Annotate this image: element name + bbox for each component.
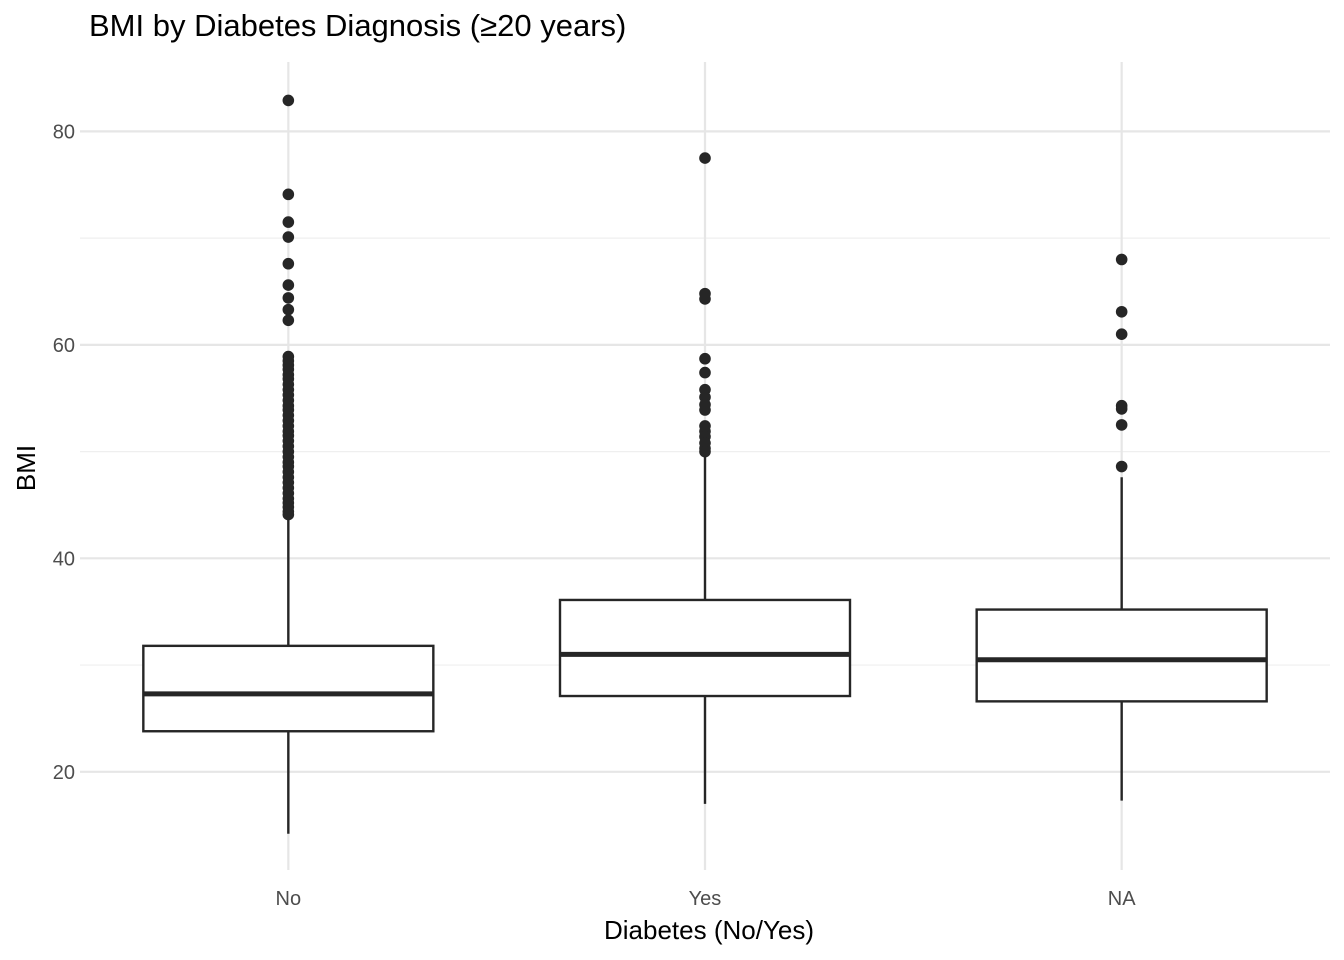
outlier-point: [282, 314, 295, 327]
outlier-point: [282, 188, 295, 201]
outlier-point: [282, 303, 295, 316]
outlier-point: [282, 292, 295, 304]
outlier-point: [699, 352, 711, 365]
y-tick-label: 80: [53, 121, 75, 143]
box-group-no: [142, 94, 435, 834]
outlier-point: [282, 231, 295, 243]
x-tick-label: No: [276, 888, 302, 910]
outlier-point: [699, 445, 711, 458]
box-group-yes: [558, 152, 852, 804]
outlier-point: [699, 293, 711, 305]
outlier-point: [1115, 253, 1128, 266]
y-tick-label: 60: [53, 335, 75, 357]
outlier-point: [282, 279, 295, 291]
iqr-box: [142, 644, 435, 733]
boxplot-layer: [142, 94, 1268, 834]
chart-title: BMI by Diabetes Diagnosis (≥20 years): [89, 8, 627, 43]
iqr-box: [975, 608, 1268, 703]
y-tick-label: 40: [53, 548, 75, 570]
x-tick-labels: No Yes NA: [276, 888, 1137, 910]
outlier-point: [282, 257, 295, 270]
outlier-point: [282, 508, 295, 521]
y-axis-title: BMI: [11, 445, 41, 491]
x-axis-title: Diabetes (No/Yes): [604, 915, 814, 945]
outlier-point: [1115, 403, 1128, 415]
outlier-point: [1115, 305, 1128, 318]
y-tick-labels: 20 40 60 80: [53, 121, 75, 783]
outlier-point: [282, 216, 295, 228]
outlier-point: [282, 94, 295, 107]
x-tick-label: Yes: [689, 888, 722, 910]
iqr-box: [558, 598, 852, 698]
x-tick-label: NA: [1108, 888, 1136, 910]
outlier-point: [699, 152, 711, 164]
y-tick-label: 20: [53, 762, 75, 784]
outlier-point: [1115, 328, 1128, 340]
outlier-point: [699, 366, 711, 379]
outlier-point: [699, 404, 711, 416]
outlier-point: [1115, 419, 1128, 431]
box-group-na: [975, 253, 1268, 801]
outlier-point: [1115, 460, 1128, 473]
